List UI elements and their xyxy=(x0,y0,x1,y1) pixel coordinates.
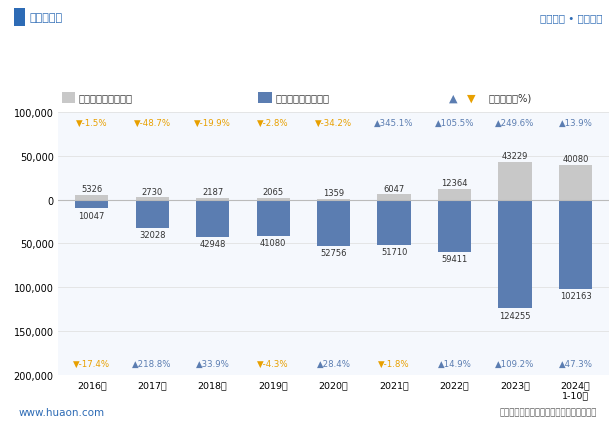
Text: 32028: 32028 xyxy=(139,230,165,239)
Text: ▲105.5%: ▲105.5% xyxy=(435,119,474,128)
Text: ▼-19.9%: ▼-19.9% xyxy=(194,119,231,128)
Bar xyxy=(317,199,351,200)
Bar xyxy=(559,200,592,289)
Bar xyxy=(438,200,471,252)
Text: 进口总额（万美元）: 进口总额（万美元） xyxy=(276,93,330,104)
Bar xyxy=(499,200,532,309)
Text: www.huaon.com: www.huaon.com xyxy=(18,407,105,417)
Bar xyxy=(196,200,229,238)
Text: ▼-17.4%: ▼-17.4% xyxy=(73,359,110,368)
Text: 10047: 10047 xyxy=(79,211,105,220)
Text: ▲28.4%: ▲28.4% xyxy=(317,359,351,368)
Text: ▲109.2%: ▲109.2% xyxy=(496,359,535,368)
Bar xyxy=(75,196,108,200)
Bar xyxy=(378,195,411,200)
Text: 12364: 12364 xyxy=(442,179,468,188)
Text: 出口总额（万美元）: 出口总额（万美元） xyxy=(79,93,133,104)
Text: 102163: 102163 xyxy=(560,292,592,301)
Text: ▲218.8%: ▲218.8% xyxy=(132,359,172,368)
Text: ▼-4.3%: ▼-4.3% xyxy=(257,359,289,368)
Text: 华经情报网: 华经情报网 xyxy=(30,13,63,23)
Bar xyxy=(62,92,75,104)
Bar xyxy=(256,199,290,200)
Bar xyxy=(258,92,272,104)
Text: ▼-1.5%: ▼-1.5% xyxy=(76,119,108,128)
Text: ▲14.9%: ▲14.9% xyxy=(438,359,472,368)
Bar xyxy=(14,9,25,27)
Text: ▼-48.7%: ▼-48.7% xyxy=(133,119,171,128)
Text: ▲345.1%: ▲345.1% xyxy=(375,119,414,128)
Text: ▲: ▲ xyxy=(449,93,458,104)
Text: ▼-1.8%: ▼-1.8% xyxy=(378,359,410,368)
Text: 5326: 5326 xyxy=(81,185,102,194)
Text: 51710: 51710 xyxy=(381,248,407,256)
Bar xyxy=(378,200,411,245)
Text: 40080: 40080 xyxy=(562,155,589,164)
Bar xyxy=(559,165,592,200)
Text: 42948: 42948 xyxy=(199,240,226,249)
Bar xyxy=(499,162,532,200)
Text: 2016-2024年10月宁波前湾综合保税区进、出口额: 2016-2024年10月宁波前湾综合保税区进、出口额 xyxy=(161,54,454,72)
Bar xyxy=(317,200,351,246)
Text: 2065: 2065 xyxy=(263,188,284,197)
Text: 专业严谨 • 客观科学: 专业严谨 • 客观科学 xyxy=(540,13,603,23)
Text: ▲13.9%: ▲13.9% xyxy=(558,119,592,128)
Text: 2730: 2730 xyxy=(141,187,163,196)
Text: ▲33.9%: ▲33.9% xyxy=(196,359,229,368)
Text: ▼-34.2%: ▼-34.2% xyxy=(315,119,352,128)
Text: 59411: 59411 xyxy=(442,254,468,263)
Text: 41080: 41080 xyxy=(260,238,287,247)
Text: 数据来源：中国海关，华经产业研究院整理: 数据来源：中国海关，华经产业研究院整理 xyxy=(499,408,597,417)
Text: 同比增速（%): 同比增速（%) xyxy=(489,93,532,104)
Text: ▲47.3%: ▲47.3% xyxy=(558,359,593,368)
Bar xyxy=(256,200,290,236)
Text: 43229: 43229 xyxy=(502,152,528,161)
Text: ▲249.6%: ▲249.6% xyxy=(496,119,535,128)
Text: 1359: 1359 xyxy=(323,188,344,198)
Bar xyxy=(75,200,108,209)
Text: 124255: 124255 xyxy=(499,311,531,320)
Text: 2187: 2187 xyxy=(202,188,223,197)
Text: 6047: 6047 xyxy=(384,184,405,193)
Bar xyxy=(135,198,169,200)
Text: ▼-2.8%: ▼-2.8% xyxy=(257,119,289,128)
Bar xyxy=(196,199,229,200)
Text: ▼: ▼ xyxy=(467,93,476,104)
Text: 52756: 52756 xyxy=(320,248,347,257)
Bar xyxy=(438,190,471,200)
Bar xyxy=(135,200,169,228)
